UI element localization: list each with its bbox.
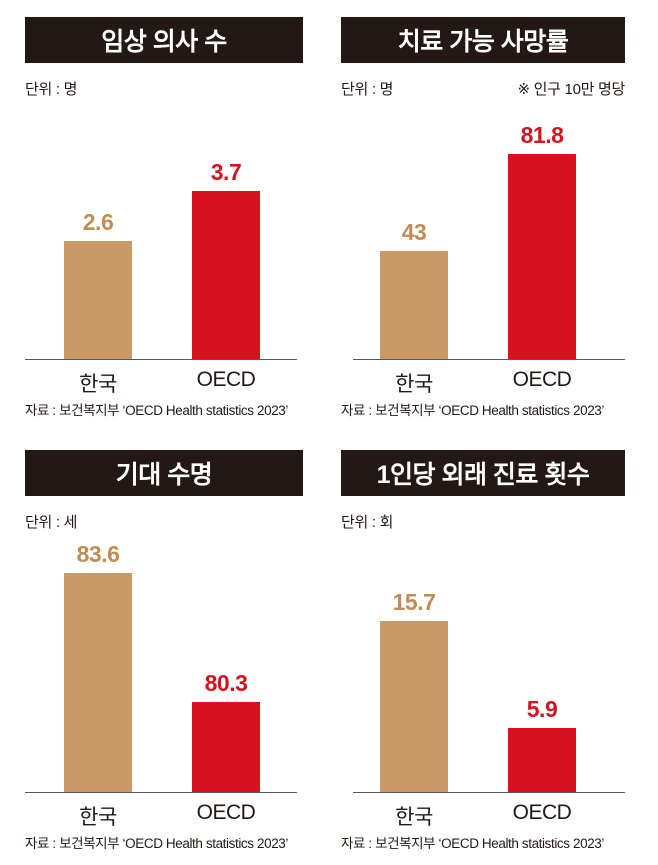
bar-korea: 83.6 [64, 541, 132, 792]
meta-row: 단위 : 회 [341, 511, 625, 531]
unit-label: 단위 : 회 [341, 513, 394, 531]
chart-panel-life-expectancy: 기대 수명 단위 : 세 83.6 80.3 한국 OECD 자료 : 보건복지… [0, 433, 329, 865]
bar-korea: 2.6 [64, 209, 132, 359]
meta-row: 단위 : 명 ※ 인구 10만 명당 [341, 78, 625, 98]
bar-korea: 43 [380, 219, 448, 359]
chart-panel-outpatient-visits: 1인당 외래 진료 횟수 단위 : 회 15.7 5.9 한국 OECD 자료 … [329, 433, 658, 865]
value-label-korea: 83.6 [76, 541, 120, 567]
bar-chart: 83.6 80.3 한국 OECD [25, 541, 297, 829]
chart-title-text: 1인당 외래 진료 횟수 [376, 461, 590, 489]
chart-title: 임상 의사 수 [25, 17, 303, 63]
bar-oecd-fill [192, 191, 260, 359]
unit-label: 단위 : 명 [25, 80, 78, 98]
value-label-korea: 2.6 [82, 209, 114, 235]
unit-label: 단위 : 명 [341, 80, 394, 98]
bar-oecd: 5.9 [508, 696, 576, 792]
chart-title-text: 기대 수명 [115, 461, 213, 489]
value-label-korea: 43 [401, 219, 427, 245]
meta-row: 단위 : 명 [25, 78, 297, 98]
source-caption: 자료 : 보건복지부 ‘OECD Health statistics 2023’ [341, 403, 605, 418]
source-caption: 자료 : 보건복지부 ‘OECD Health statistics 2023’ [25, 836, 289, 851]
chart-panel-clinical-doctors: 임상 의사 수 단위 : 명 2.6 3.7 한국 OECD 자료 : 보건복지… [0, 0, 329, 433]
value-label-oecd: 3.7 [210, 159, 242, 185]
value-label-oecd: 5.9 [526, 696, 558, 722]
bar-oecd: 3.7 [192, 159, 260, 359]
per-population-note: ※ 인구 10만 명당 [517, 80, 626, 98]
category-label-korea: 한국 [395, 806, 433, 829]
source-caption: 자료 : 보건복지부 ‘OECD Health statistics 2023’ [25, 403, 289, 418]
category-label-oecd: OECD [512, 801, 572, 824]
bar-oecd-fill [508, 154, 576, 359]
bar-oecd: 80.3 [192, 670, 260, 792]
category-label-oecd: OECD [512, 368, 572, 391]
category-label-korea: 한국 [395, 373, 433, 396]
chart-title: 기대 수명 [25, 450, 303, 496]
category-label-korea: 한국 [79, 373, 117, 396]
value-label-korea: 15.7 [392, 589, 436, 615]
value-label-oecd: 80.3 [204, 670, 248, 696]
bar-chart: 2.6 3.7 한국 OECD [25, 110, 297, 396]
source-caption: 자료 : 보건복지부 ‘OECD Health statistics 2023’ [341, 836, 605, 851]
bar-chart: 15.7 5.9 한국 OECD [353, 543, 625, 829]
meta-row: 단위 : 세 [25, 511, 297, 531]
chart-title-text: 치료 가능 사망률 [397, 28, 569, 56]
unit-label: 단위 : 세 [25, 513, 78, 531]
category-label-oecd: OECD [196, 368, 256, 391]
bar-korea-fill [64, 573, 132, 792]
bar-oecd-fill [192, 702, 260, 792]
value-label-oecd: 81.8 [520, 122, 564, 148]
bar-oecd-fill [508, 728, 576, 792]
bar-korea-fill [64, 241, 132, 359]
chart-title: 1인당 외래 진료 횟수 [341, 450, 625, 496]
bar-oecd: 81.8 [508, 122, 576, 359]
chart-panel-treatable-mortality: 치료 가능 사망률 단위 : 명 ※ 인구 10만 명당 43 81.8 한국 … [329, 0, 658, 433]
category-label-oecd: OECD [196, 801, 256, 824]
bar-korea-fill [380, 251, 448, 359]
bar-chart: 43 81.8 한국 OECD [353, 110, 625, 396]
bar-korea: 15.7 [380, 589, 448, 792]
chart-title: 치료 가능 사망률 [341, 17, 625, 63]
category-label-korea: 한국 [79, 806, 117, 829]
chart-title-text: 임상 의사 수 [101, 28, 227, 56]
bar-korea-fill [380, 621, 448, 792]
